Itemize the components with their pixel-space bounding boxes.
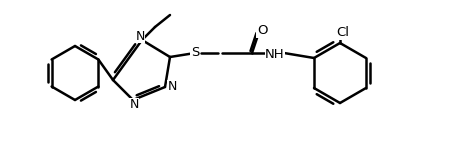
Text: S: S bbox=[191, 47, 199, 59]
Text: N: N bbox=[167, 80, 177, 94]
Text: N: N bbox=[135, 29, 145, 42]
Text: N: N bbox=[129, 98, 139, 112]
Text: Cl: Cl bbox=[336, 27, 350, 39]
Text: O: O bbox=[257, 25, 267, 38]
Text: NH: NH bbox=[265, 48, 285, 60]
